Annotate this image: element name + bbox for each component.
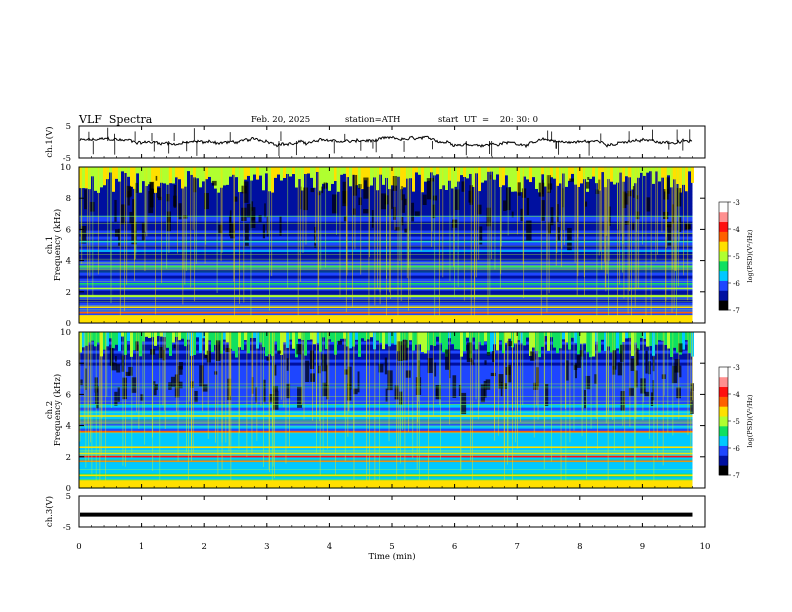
ch1-trace	[79, 135, 693, 149]
x-tick-label: 8	[577, 542, 582, 552]
y-tick-label: 6	[66, 390, 71, 400]
y-axis-0: 5 -5 ch.1(V)	[44, 122, 705, 164]
x-tick-label: 1	[139, 542, 144, 552]
y-tick-label: 5	[66, 122, 71, 132]
x-tick-label: 2	[201, 542, 206, 552]
colorbar-swatch	[719, 386, 728, 397]
spectrogram-ch2	[78, 331, 706, 489]
band-2.6khz	[79, 446, 693, 449]
colorbar-tick-label: -6	[733, 280, 740, 288]
colorbar-swatch	[719, 251, 728, 262]
y-tick-label: -5	[63, 154, 71, 164]
colorbar-2: -3 -4 -5 -6 -7 log(PSD)(V²/Hz)	[718, 364, 754, 480]
band-3.6khz	[79, 430, 693, 433]
date-label: Feb. 20, 2025	[251, 115, 311, 125]
colorbar-swatch	[719, 241, 728, 252]
colorbar-label: log(PSD)(V²/Hz)	[746, 394, 754, 447]
colorbar-tick-label: -4	[733, 226, 740, 234]
colorbar-swatch	[719, 396, 728, 407]
colorbar-swatch	[719, 445, 728, 456]
colorbar-swatch	[719, 455, 728, 466]
y-tick-label: 5	[66, 492, 71, 502]
band-2.5khz	[79, 283, 693, 285]
y-tick-label: 8	[66, 359, 71, 369]
y-tick-label: 6	[66, 225, 71, 235]
colorbar-tick-label: -4	[733, 391, 740, 399]
colorbar-swatch	[719, 231, 728, 242]
band-2.2khz	[79, 287, 693, 290]
spectrogram-ch1	[78, 166, 706, 324]
colorbar-swatch	[719, 416, 728, 427]
panel-label: ch.2	[45, 401, 55, 419]
y-tick-label: 4	[66, 422, 71, 432]
x-tick-label: 0	[76, 542, 81, 552]
colorbar-tick-label: -7	[733, 472, 740, 480]
colorbar-tick-label: -7	[733, 307, 740, 315]
x-tick-label: 4	[327, 542, 332, 552]
x-axis: 0 1 2 3 4 5 6 7 8 9 10 Time (min)	[76, 126, 710, 562]
waveform-ch3	[78, 495, 706, 528]
band-0.8khz	[79, 474, 693, 477]
colorbar-tick-label: -3	[733, 199, 740, 207]
y-axis-label: Frequency (kHz)	[52, 374, 63, 446]
y-tick-label: 0	[66, 484, 71, 494]
y-axis-label: Frequency (kHz)	[52, 209, 63, 281]
band-4.6khz	[79, 250, 693, 252]
x-tick-label: 3	[264, 542, 269, 552]
panel-label: ch.1	[45, 236, 55, 254]
colorbar-swatch	[719, 211, 728, 223]
colorbar-swatch	[719, 376, 728, 388]
colorbar-label: log(PSD)(V²/Hz)	[746, 229, 754, 282]
x-tick-label: 10	[700, 542, 711, 552]
colorbar-swatch	[719, 425, 728, 437]
colorbar-swatch	[719, 202, 728, 213]
y-tick-label: 0	[66, 319, 71, 329]
colorbar-tick-label: -5	[733, 253, 740, 261]
band-1khz	[79, 306, 693, 308]
x-tick-label: 6	[452, 542, 457, 552]
colorbar-swatch	[719, 435, 728, 446]
band-0.65khz	[79, 311, 693, 314]
panel-frame	[78, 125, 706, 159]
x-tick-label: 7	[514, 542, 519, 552]
colorbar-tick-label: -5	[733, 418, 740, 426]
y-tick-label: 2	[66, 288, 71, 298]
band-2khz	[79, 455, 693, 458]
y-tick-label: 8	[66, 194, 71, 204]
colorbar-swatch	[719, 367, 728, 378]
y-tick-label: -5	[63, 523, 71, 533]
y-axis-label: ch.3(V)	[44, 496, 55, 527]
colorbar-swatch	[719, 221, 728, 232]
colorbar-swatch	[719, 300, 728, 311]
chart-title: VLF Spectra	[79, 113, 153, 126]
colorbar-swatch	[719, 280, 728, 291]
colorbar-swatch	[719, 290, 728, 301]
y-tick-label: 10	[60, 328, 71, 338]
start-time-label: start UT = 20: 30: 0	[438, 115, 539, 125]
y-axis-label: ch.1(V)	[44, 126, 55, 157]
station-label: station=ATH	[345, 115, 401, 125]
waveform-ch1	[78, 125, 706, 159]
y-tick-label: 10	[60, 163, 71, 173]
x-tick-label: 5	[389, 542, 394, 552]
colorbar-swatch	[719, 465, 728, 476]
band-5.2khz	[79, 240, 693, 243]
band-1.7khz	[79, 295, 693, 298]
panel-frame	[78, 495, 706, 528]
y-tick-label: 4	[66, 257, 71, 267]
y-tick-label: 2	[66, 453, 71, 463]
colorbar-tick-label: -3	[733, 364, 740, 372]
x-axis-label: Time (min)	[368, 551, 415, 562]
colorbar-swatch	[719, 260, 728, 272]
x-tick-label: 9	[640, 542, 645, 552]
y-axis-3: 5 -5 ch.3(V)	[44, 492, 705, 533]
colorbar-swatch	[719, 270, 728, 281]
colorbar-tick-label: -6	[733, 445, 740, 453]
colorbar-1: -3 -4 -5 -6 -7 log(PSD)(V²/Hz)	[718, 199, 754, 315]
colorbar-swatch	[719, 406, 728, 417]
